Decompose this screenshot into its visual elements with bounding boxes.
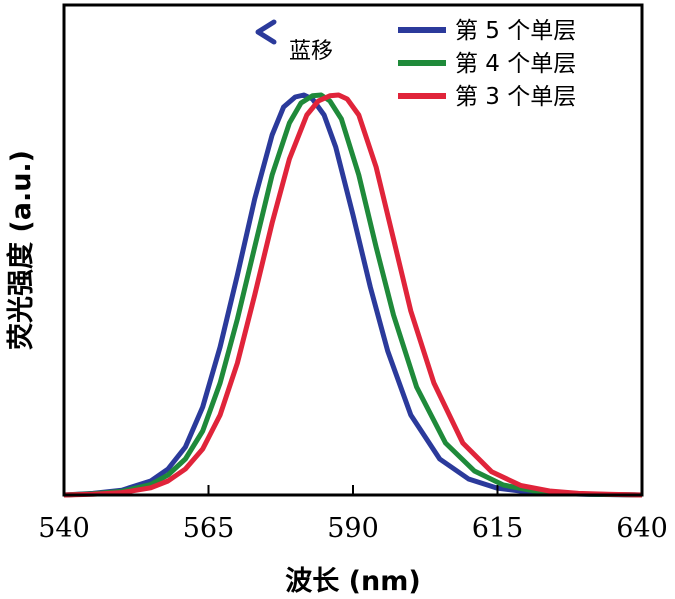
x-ticks: 540 565 590 615 640 (38, 485, 668, 544)
blueshift-annotation: 蓝移 (255, 19, 361, 64)
series-line-3 (63, 92, 643, 498)
x-tick-label: 615 (472, 513, 524, 544)
legend-label: 第 3 个单层 (455, 84, 576, 110)
legend-label: 第 4 个单层 (455, 51, 576, 77)
series-layer (63, 92, 643, 498)
plot-frame (62, 3, 644, 497)
series-line-1 (63, 92, 643, 498)
blueshift-arrow-head-icon (255, 19, 277, 45)
x-tick-label: 640 (616, 513, 668, 544)
x-axis-title: 波长 (nm) (285, 566, 420, 597)
x-tick-label: 590 (327, 513, 379, 544)
y-axis-title: 荧光强度 (a.u.) (5, 150, 37, 350)
series-line-2 (63, 92, 643, 498)
blueshift-label: 蓝移 (289, 39, 333, 64)
x-tick-label: 540 (38, 513, 90, 544)
x-tick-label: 565 (183, 513, 235, 544)
legend-label: 第 5 个单层 (455, 18, 576, 44)
